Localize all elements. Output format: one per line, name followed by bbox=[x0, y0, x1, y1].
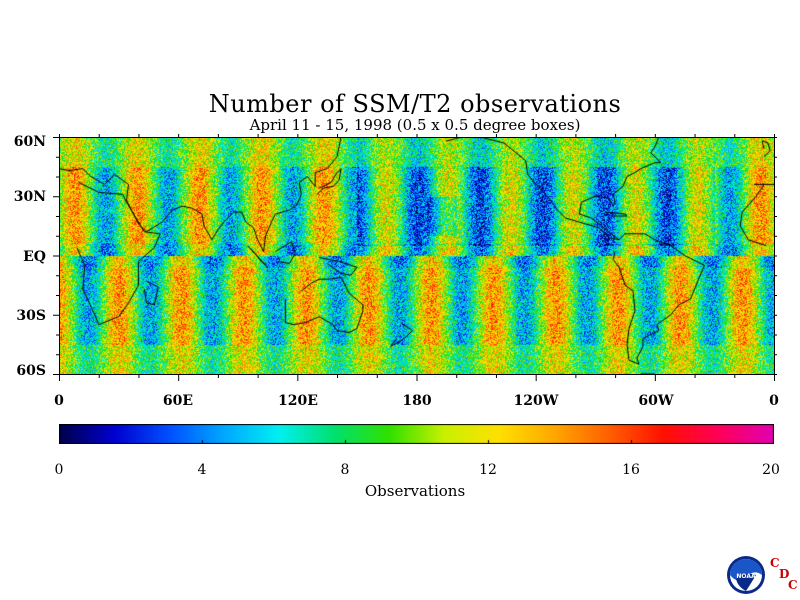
cdc-letter-d: D bbox=[779, 567, 790, 581]
lat-label-30s: 30S bbox=[16, 308, 46, 324]
colorbar-title: Observations bbox=[364, 482, 466, 500]
colorbar-tick-4: 4 bbox=[197, 462, 207, 478]
lat-label-eq: EQ bbox=[23, 249, 46, 265]
lon-label-0-east: 0 bbox=[769, 393, 779, 409]
noaa-logo: NOAA bbox=[727, 556, 765, 594]
lon-label-120e: 120E bbox=[278, 393, 318, 409]
colorbar-tick-0: 0 bbox=[54, 462, 64, 478]
colorbar-tick-8: 8 bbox=[340, 462, 350, 478]
lon-label-60e: 60E bbox=[162, 393, 194, 409]
lat-label-30n: 30N bbox=[13, 189, 46, 205]
lon-label-60w: 60W bbox=[638, 393, 674, 409]
svg-text:NOAA: NOAA bbox=[736, 573, 756, 580]
colorbar-tick-16: 16 bbox=[622, 462, 640, 478]
lon-label-120w: 120W bbox=[513, 393, 559, 409]
map-subtitle: April 11 - 15, 1998 (0.5 x 0.5 degree bo… bbox=[249, 116, 581, 134]
observation-count-map bbox=[59, 137, 774, 374]
cdc-letter-c1: C bbox=[770, 556, 780, 570]
lon-label-180: 180 bbox=[402, 393, 432, 409]
lon-label-0: 0 bbox=[54, 393, 64, 409]
lat-label-60n: 60N bbox=[13, 134, 46, 150]
colorbar bbox=[59, 424, 774, 444]
colorbar-tick-12: 12 bbox=[479, 462, 497, 478]
lat-label-60s: 60S bbox=[16, 363, 46, 379]
cdc-letter-c2: C bbox=[788, 578, 798, 592]
map-title: Number of SSM/T2 observations bbox=[208, 90, 622, 118]
colorbar-tick-20: 20 bbox=[762, 462, 780, 478]
